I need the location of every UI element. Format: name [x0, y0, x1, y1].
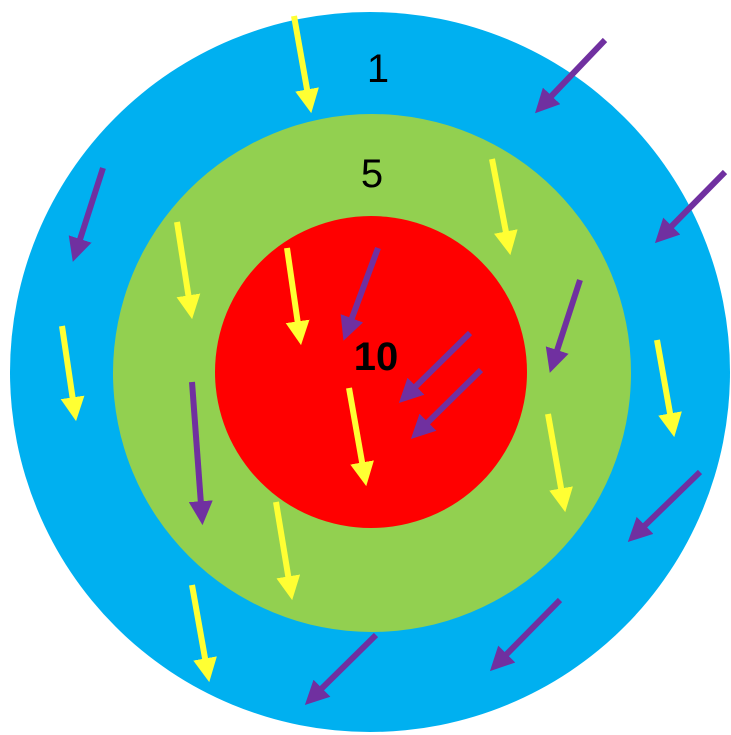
yellow-arrow — [284, 247, 310, 346]
yellow-arrow — [174, 221, 201, 320]
yellow-arrow — [59, 325, 85, 422]
middle-ring-label: 5 — [361, 152, 383, 196]
outer-ring-label: 1 — [367, 47, 389, 91]
purple-arrows — [68, 37, 728, 706]
purple-arrow — [340, 246, 381, 341]
purple-arrow — [489, 597, 563, 672]
purple-arrow — [545, 279, 583, 373]
yellow-arrow — [189, 584, 217, 683]
purple-arrow — [68, 167, 106, 262]
yellow-arrow — [273, 501, 301, 601]
purple-arrow — [535, 37, 608, 114]
purple-arrow — [627, 469, 703, 543]
purple-arrow — [654, 169, 728, 244]
yellow-arrows — [59, 15, 682, 683]
inner-ring-label: 10 — [354, 335, 399, 379]
purple-arrow — [304, 632, 379, 706]
yellow-arrow — [489, 158, 518, 256]
yellow-arrow — [346, 387, 374, 487]
yellow-arrow — [291, 15, 319, 114]
yellow-arrow — [545, 413, 573, 513]
purple-arrow — [410, 367, 484, 440]
purple-arrow — [398, 330, 473, 404]
purple-arrow — [188, 381, 213, 526]
yellow-arrow — [654, 339, 682, 438]
